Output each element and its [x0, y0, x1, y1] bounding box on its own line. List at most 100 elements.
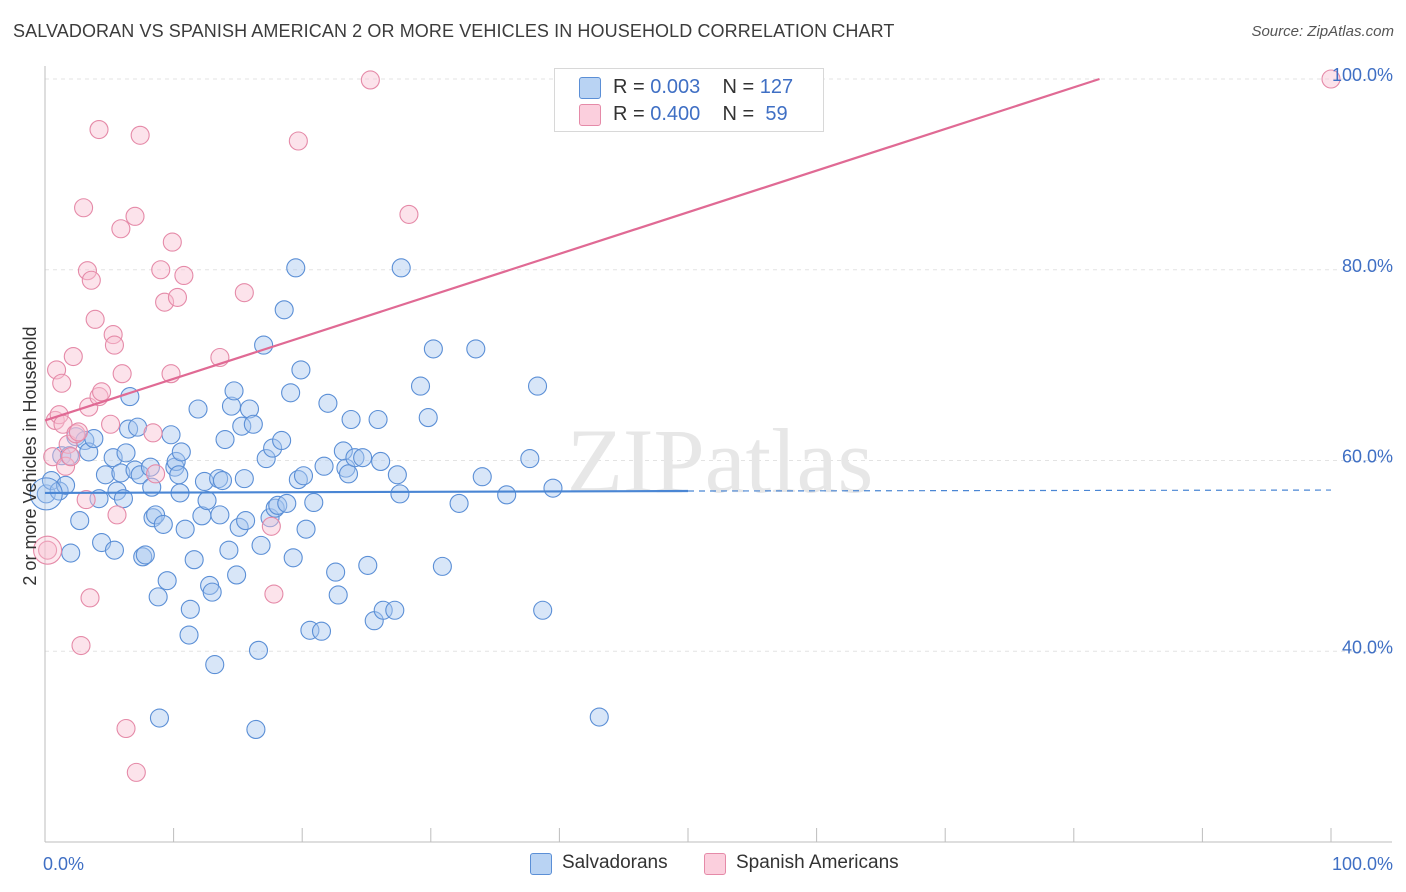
salvadoran-point	[341, 409, 361, 430]
salvadoran-point	[146, 505, 166, 525]
spanish-american-point	[103, 325, 123, 345]
salvadoran-point	[157, 571, 177, 591]
salvadoran-point	[387, 465, 407, 485]
salvadoran-point	[246, 719, 266, 740]
salvadoran-point	[179, 625, 199, 645]
spanish-american-point	[360, 70, 380, 90]
salvadoran-point	[283, 548, 303, 568]
spanish-american-point	[399, 204, 419, 224]
salvadoran-point	[423, 339, 443, 359]
salvadoran-point	[449, 493, 469, 513]
salvadoran-point	[107, 481, 127, 501]
legend-r-label: R =	[613, 76, 645, 98]
salvadoran-point	[143, 508, 163, 528]
salvadoran-point	[103, 448, 123, 468]
spanish-american-point	[81, 270, 101, 290]
spanish-american-point	[107, 505, 127, 525]
salvadoran-point	[197, 491, 217, 511]
salvadoran-point	[373, 600, 393, 620]
salvadoran-point	[311, 621, 332, 641]
spanish-american-point	[264, 584, 284, 604]
salvadoran-point	[410, 376, 431, 396]
spanish-american-point	[146, 464, 166, 484]
salvadoran-point	[314, 456, 334, 476]
salvadoran-point	[589, 707, 609, 727]
salvadoran-point	[432, 556, 452, 576]
salvadoran-point	[251, 535, 271, 555]
salvadoran-trend-line	[44, 489, 689, 495]
spanish-american-point	[162, 232, 182, 252]
salvadoran-point	[371, 451, 391, 472]
salvadoran-point	[202, 582, 222, 602]
salvadoran-point	[256, 449, 276, 469]
spanish-american-point	[68, 422, 88, 442]
salvadoran-point	[318, 393, 338, 413]
salvadoran-point	[171, 442, 191, 462]
legend-r-value: 0.003	[650, 76, 701, 98]
salvadoran-point	[184, 550, 204, 570]
spanish-american-point	[71, 635, 91, 656]
spanish-american-point	[61, 447, 81, 467]
legend-n-label: N =	[722, 76, 755, 98]
legend-r-label: R =	[613, 103, 645, 125]
trend-lines	[44, 77, 1332, 495]
salvadoran-point	[95, 465, 115, 485]
spanish-american-point	[151, 260, 171, 280]
salvadoran-point	[265, 498, 285, 518]
salvadoran-point	[56, 475, 76, 495]
tick-labels: 40.0% 60.0% 80.0% 100.0% 0.0% 100.0%	[43, 65, 1393, 874]
legend-r-value: 0.400	[650, 103, 701, 125]
salvadoran-point	[277, 493, 297, 513]
salvadoran-point	[391, 258, 411, 278]
spanish-american-point	[112, 364, 132, 384]
salvadoran-point	[205, 655, 225, 675]
spanish-american-point	[76, 490, 96, 510]
spanish-american-point	[52, 373, 72, 393]
salvadoran-trend-extension	[687, 489, 1332, 492]
spanish-american-point	[125, 206, 145, 226]
y-tick-label: 80.0%	[1342, 256, 1393, 276]
salvadoran-point	[234, 469, 254, 489]
salvadoran-point	[326, 562, 346, 582]
salvadoran-point	[248, 640, 269, 660]
salvadoran-point	[272, 430, 292, 451]
salvadoran-point	[358, 555, 378, 575]
spanish-american-point	[56, 456, 76, 476]
salvadoran-point	[41, 470, 61, 491]
legend: R = 0.003 N = 127 R = 0.400 N = 59	[554, 68, 824, 132]
salvadoran-point	[61, 543, 81, 563]
spanish-american-point	[111, 219, 131, 239]
x-tick-label: 100.0%	[1332, 854, 1393, 874]
spanish-american-point	[174, 265, 194, 286]
grid-lines	[45, 78, 1392, 652]
bottom-legend-label: Salvadorans	[562, 852, 668, 873]
salvadoran-point	[224, 381, 244, 401]
salvadoran-point	[70, 511, 90, 531]
legend-n-value: 127	[759, 76, 794, 98]
spanish-american-point	[85, 309, 105, 329]
salvadoran-point	[188, 399, 208, 419]
y-tick-label: 40.0%	[1342, 637, 1393, 657]
salvadoran-point	[497, 485, 517, 505]
axes	[44, 66, 1392, 843]
spanish-american-point	[155, 292, 175, 312]
salvadoran-point	[140, 457, 161, 477]
salvadoran-point	[296, 519, 316, 539]
salvadoran-point	[180, 599, 200, 619]
salvadoran-point	[219, 540, 239, 560]
spanish-american-point	[126, 762, 146, 782]
salvadoran-point	[304, 492, 324, 513]
salvadoran-point	[243, 414, 263, 434]
salvadoran-point	[254, 335, 274, 355]
spanish-american-point	[38, 540, 58, 560]
salvadoran-point	[113, 489, 133, 509]
salvadoran-point	[520, 449, 540, 469]
salvadoran-point	[281, 383, 301, 403]
salvadoran-point	[385, 600, 405, 620]
salvadoran-point	[293, 466, 314, 486]
salvadoran-point	[338, 464, 359, 484]
salvadoran-point	[368, 409, 388, 430]
salvadoran-point	[345, 448, 365, 468]
salvadoran-point	[239, 399, 260, 419]
legend-swatch-blue	[579, 77, 601, 99]
